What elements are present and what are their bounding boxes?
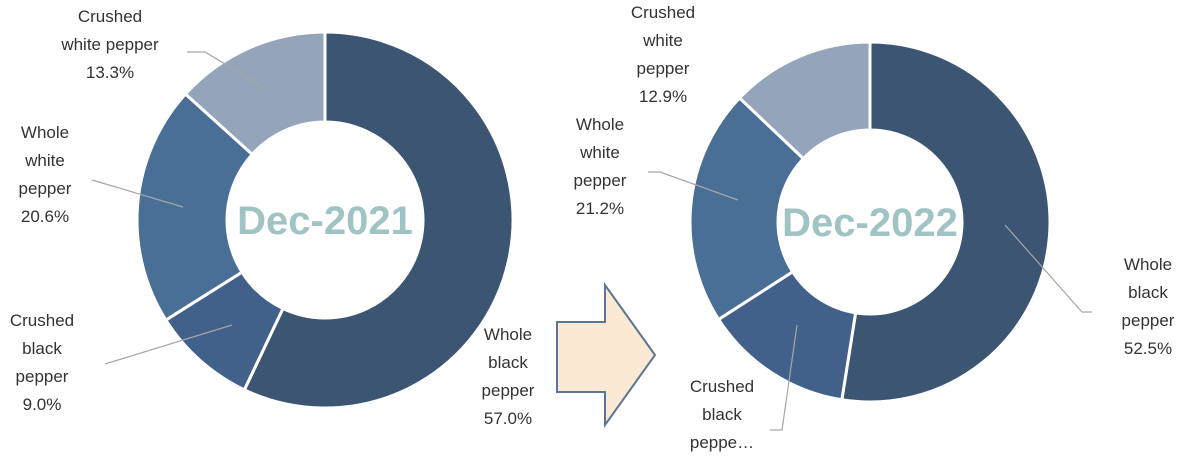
leader-line (187, 51, 266, 89)
slice-label: Crushed white pepper (631, 3, 695, 78)
donut-slice (242, 30, 515, 410)
value-label: 57.0% (484, 409, 532, 428)
leader-line (104, 324, 233, 365)
slice-label: Whole black pepper (482, 325, 535, 400)
slice-label: Crushed black pepper (10, 311, 74, 386)
donut-slice (135, 91, 255, 323)
arrow (556, 281, 657, 429)
chart-title: Dec-2022 (782, 201, 958, 245)
slice-label: Whole white pepper (574, 115, 627, 190)
slice-label: Whole white pepper (19, 123, 72, 198)
donut-slice (183, 30, 327, 157)
value-label: 52.5% (1124, 339, 1172, 358)
value-label: 20.6% (21, 207, 69, 226)
donut-slice (688, 95, 806, 322)
leader-line (648, 171, 739, 201)
donut-slice (840, 40, 1052, 404)
leader-line (91, 179, 184, 208)
leader-line (1004, 224, 1092, 313)
leader-line (770, 324, 798, 431)
slice-label: Crushed black peppe… (690, 377, 754, 452)
chart-title: Dec-2021 (237, 199, 413, 243)
donut-slice (737, 40, 872, 161)
value-label: 13.3% (86, 63, 134, 82)
value-label: 12.9% (639, 87, 687, 106)
value-label: 21.2% (576, 199, 624, 218)
value-label: 9.0% (23, 395, 62, 414)
slice-label: Crushed white pepper (60, 7, 159, 54)
slice-label: Whole black pepper (1122, 255, 1175, 330)
